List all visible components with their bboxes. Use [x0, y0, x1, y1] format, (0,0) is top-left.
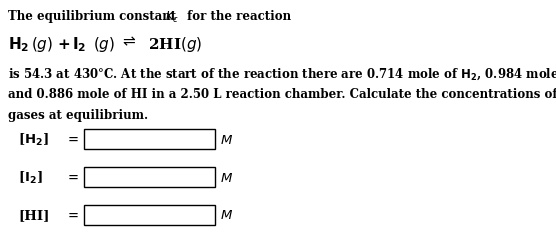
- Text: =: =: [68, 209, 79, 222]
- Text: is 54.3 at 430°C. At the start of the reaction there are 0.714 mole of $\mathbf{: is 54.3 at 430°C. At the start of the re…: [8, 67, 556, 82]
- Text: gases at equilibrium.: gases at equilibrium.: [8, 109, 148, 121]
- FancyBboxPatch shape: [84, 167, 215, 187]
- Text: =: =: [68, 171, 79, 184]
- Text: $\mathbf{I_2}$: $\mathbf{I_2}$: [72, 35, 86, 53]
- Text: $\it{M}$: $\it{M}$: [220, 171, 233, 184]
- Text: $\it{M}$: $\it{M}$: [220, 209, 233, 222]
- Text: 2HI$(g)$: 2HI$(g)$: [148, 35, 202, 54]
- Text: $\it{M}$: $\it{M}$: [220, 133, 233, 146]
- Text: [HI]: [HI]: [18, 209, 49, 222]
- Text: for the reaction: for the reaction: [183, 10, 291, 23]
- Text: $\it{K}_c$: $\it{K}_c$: [165, 10, 179, 25]
- FancyBboxPatch shape: [84, 130, 215, 149]
- Text: $\mathbf{H_2}$: $\mathbf{H_2}$: [8, 35, 29, 53]
- Text: $(g)$ +: $(g)$ +: [31, 35, 73, 54]
- Text: [$\mathbf{H_2}$]: [$\mathbf{H_2}$]: [18, 132, 49, 147]
- Text: The equilibrium constant: The equilibrium constant: [8, 10, 180, 23]
- Text: [$\mathbf{I_2}$]: [$\mathbf{I_2}$]: [18, 169, 43, 185]
- FancyBboxPatch shape: [84, 205, 215, 225]
- Text: $(g)$: $(g)$: [93, 35, 115, 54]
- Text: =: =: [68, 133, 79, 146]
- Text: $\rightleftharpoons$: $\rightleftharpoons$: [120, 35, 137, 49]
- Text: and 0.886 mole of HI in a 2.50 L reaction chamber. Calculate the concentrations : and 0.886 mole of HI in a 2.50 L reactio…: [8, 88, 556, 101]
